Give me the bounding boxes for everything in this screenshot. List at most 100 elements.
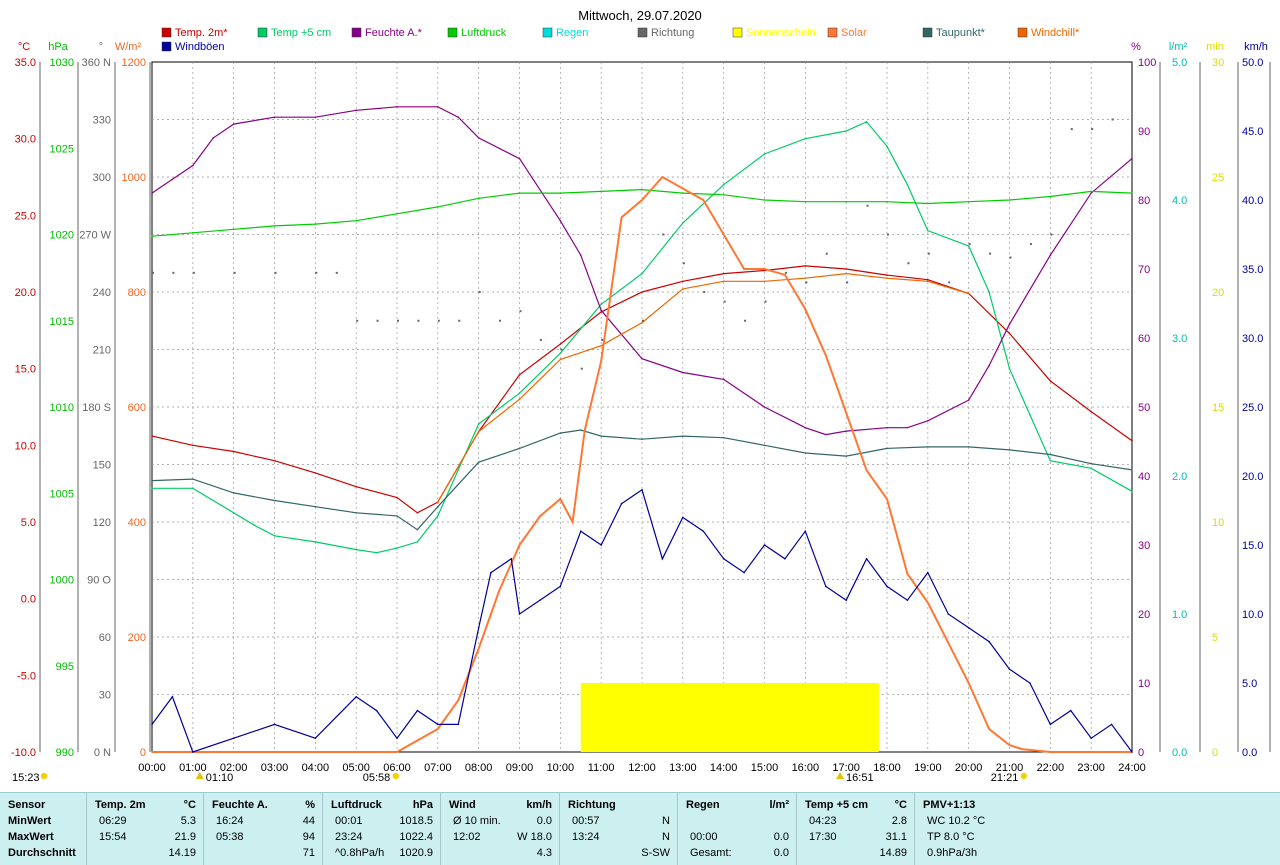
tick-label-wind: 25.0 xyxy=(1242,402,1263,414)
stats-time: Gesamt: xyxy=(690,847,732,859)
stats-time: 23:24 xyxy=(335,831,363,843)
data-point xyxy=(906,183,909,186)
data-point xyxy=(518,544,521,546)
tick-label-temp: 30.0 xyxy=(15,134,36,146)
stats-header-row: Luftdruck hPa xyxy=(323,797,441,813)
x-tick-label: 14:00 xyxy=(710,762,738,774)
stats-value: 0.0 xyxy=(773,831,789,843)
stats-header-row: Richtung xyxy=(560,797,678,813)
data-point xyxy=(1020,748,1023,750)
tick-label-pressure: 1015 xyxy=(50,316,74,328)
direction-point xyxy=(662,233,665,236)
stats-column: Temp. 2m °C 06:29 5.3 15:54 21.9 14.19 xyxy=(86,793,204,865)
data-point xyxy=(682,192,684,194)
data-point xyxy=(355,109,357,112)
data-point xyxy=(804,530,807,532)
axis-unit-direction: ° xyxy=(99,41,103,53)
data-point xyxy=(600,309,602,312)
stats-column: Sensor MinWert MaxWert Durchschnitt xyxy=(0,793,86,865)
tick-label-humidity: 70 xyxy=(1138,264,1150,276)
data-point xyxy=(273,535,276,537)
event-label: 16:51 xyxy=(846,772,874,784)
data-point xyxy=(1090,192,1092,194)
data-point xyxy=(416,528,419,531)
tick-label-wind: 20.0 xyxy=(1242,471,1263,483)
data-point xyxy=(1090,737,1092,739)
data-point xyxy=(824,433,827,436)
data-point xyxy=(1049,723,1052,726)
data-point xyxy=(600,435,602,437)
tick-label-solar: 200 xyxy=(128,632,146,644)
data-point xyxy=(967,200,970,203)
stats-row: 16:24 44 xyxy=(204,813,323,829)
data-point xyxy=(1131,157,1133,160)
stats-time: TP 8.0 °C xyxy=(927,831,975,843)
direction-point xyxy=(621,300,624,303)
tick-label-direction: 360 N xyxy=(82,57,111,69)
direction-point xyxy=(519,310,522,313)
stats-time: 00:00 xyxy=(690,831,718,843)
stats-unit: °C xyxy=(894,799,907,811)
data-point xyxy=(437,728,439,730)
stats-row-label: Durchschnitt xyxy=(8,847,76,859)
data-point xyxy=(518,392,521,395)
data-point xyxy=(396,547,398,549)
x-tick-label: 01:00 xyxy=(179,762,207,774)
tick-label-wind: 50.0 xyxy=(1242,57,1263,69)
stats-header: Regen xyxy=(686,799,720,811)
tick-label-temp: 5.0 xyxy=(21,517,36,529)
stats-header: Wind xyxy=(449,799,476,811)
stats-row: 15:54 21.9 xyxy=(87,829,204,845)
data-point xyxy=(559,432,562,434)
tick-label-temp: -5.0 xyxy=(17,670,36,682)
data-point xyxy=(355,548,357,551)
legend-label: Solar xyxy=(841,27,867,39)
x-tick-label: 11:00 xyxy=(588,762,615,774)
data-point xyxy=(232,123,235,125)
direction-point xyxy=(866,204,869,207)
tick-label-direction: 180 S xyxy=(82,402,111,414)
legend-label: Taupunkt* xyxy=(936,27,986,39)
direction-point xyxy=(580,367,583,370)
chart-title: Mittwoch, 29.07.2020 xyxy=(578,8,702,23)
stats-row: MinWert xyxy=(0,813,86,829)
tick-label-humidity: 50 xyxy=(1138,402,1150,414)
tick-label-temp: 25.0 xyxy=(15,210,36,222)
direction-point xyxy=(642,319,644,322)
tick-label-temp: 35.0 xyxy=(15,57,36,69)
direction-point xyxy=(478,291,481,293)
data-point xyxy=(804,277,807,280)
stats-row: Ø 10 min. 0.0 xyxy=(441,813,560,829)
data-point xyxy=(1049,195,1052,198)
sun-icon xyxy=(1020,772,1027,780)
data-point xyxy=(743,571,745,574)
x-tick-label: 00:00 xyxy=(138,762,166,774)
data-point xyxy=(1049,453,1052,456)
direction-point xyxy=(968,243,971,246)
data-point xyxy=(416,709,419,712)
data-point xyxy=(1049,380,1052,382)
data-point xyxy=(763,280,766,283)
data-point xyxy=(314,472,317,474)
data-point xyxy=(375,551,378,554)
series-line-taupunkt- xyxy=(151,429,1133,531)
direction-point xyxy=(1111,118,1114,121)
series-line-feuchte-a- xyxy=(151,106,1133,436)
stats-unit: hPa xyxy=(412,799,433,811)
stats-value: N xyxy=(662,815,670,827)
sun-icon xyxy=(40,772,48,780)
stats-time: 17:30 xyxy=(809,831,837,843)
data-point xyxy=(1008,323,1011,326)
stats-row: TP 8.0 °C xyxy=(915,829,1041,845)
data-point xyxy=(437,515,439,517)
data-point xyxy=(518,613,521,615)
data-point xyxy=(1008,199,1011,201)
data-point xyxy=(579,429,582,431)
legend-label: Temp. 2m* xyxy=(175,27,228,39)
data-point xyxy=(763,199,766,201)
stats-header-row: Temp +5 cm °C xyxy=(797,797,915,813)
data-point xyxy=(314,116,317,118)
legend: Temp. 2m* Temp +5 cm Feuchte A.* Luftdruck R… xyxy=(161,27,1080,53)
stats-header-row: PMV+1:13 xyxy=(915,797,1041,813)
stats-value: 71 xyxy=(302,847,315,859)
